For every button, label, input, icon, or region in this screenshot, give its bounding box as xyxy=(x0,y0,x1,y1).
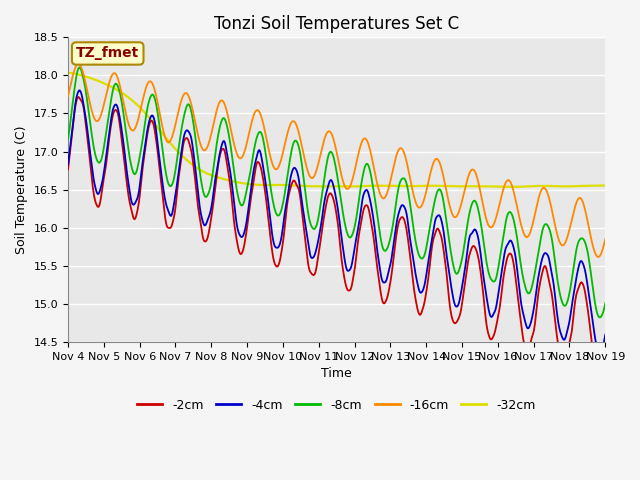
Legend: -2cm, -4cm, -8cm, -16cm, -32cm: -2cm, -4cm, -8cm, -16cm, -32cm xyxy=(132,394,541,417)
Title: Tonzi Soil Temperatures Set C: Tonzi Soil Temperatures Set C xyxy=(214,15,460,33)
Y-axis label: Soil Temperature (C): Soil Temperature (C) xyxy=(15,125,28,254)
Text: TZ_fmet: TZ_fmet xyxy=(76,47,140,60)
X-axis label: Time: Time xyxy=(321,367,352,380)
